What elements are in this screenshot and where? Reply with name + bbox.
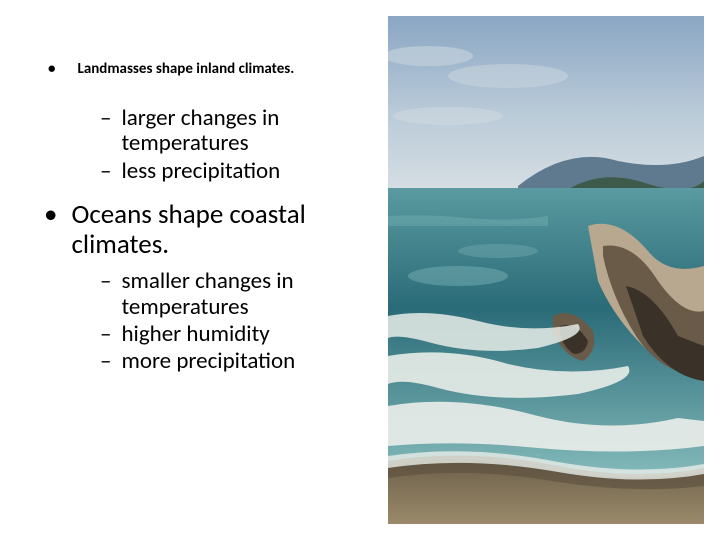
sub-item-text: more precipitation: [121, 349, 295, 374]
coastal-photo: [388, 16, 704, 524]
sub-item-text: larger changes in temperatures: [121, 106, 380, 157]
sub-item: – smaller changes in temperatures: [100, 269, 380, 320]
dash-marker: –: [100, 322, 111, 347]
sub-item: – larger changes in temperatures: [100, 106, 380, 157]
dash-marker: –: [100, 159, 111, 184]
dash-marker: –: [100, 349, 111, 374]
bullet-landmasses: • Landmasses shape inland climates.: [40, 60, 380, 78]
sub-list-2: – smaller changes in temperatures – high…: [100, 269, 380, 374]
bullet-text: Landmasses shape inland climates.: [77, 60, 294, 78]
slide-container: • Landmasses shape inland climates. – la…: [0, 0, 720, 540]
dash-marker: –: [100, 269, 111, 294]
text-column: • Landmasses shape inland climates. – la…: [40, 60, 380, 382]
bullet-marker: •: [44, 200, 57, 230]
bullet-text: Oceans shape coastal climates.: [71, 200, 380, 259]
sub-item-text: smaller changes in temperatures: [121, 269, 380, 320]
sub-list-1: – larger changes in temperatures – less …: [100, 106, 380, 184]
sub-item: – higher humidity: [100, 322, 380, 347]
sub-item: – more precipitation: [100, 349, 380, 374]
sub-item-text: less precipitation: [121, 159, 280, 184]
bullet-marker: •: [48, 60, 55, 78]
sub-item-text: higher humidity: [121, 322, 269, 347]
dash-marker: –: [100, 106, 111, 131]
sub-item: – less precipitation: [100, 159, 380, 184]
bullet-oceans: • Oceans shape coastal climates.: [40, 200, 380, 259]
